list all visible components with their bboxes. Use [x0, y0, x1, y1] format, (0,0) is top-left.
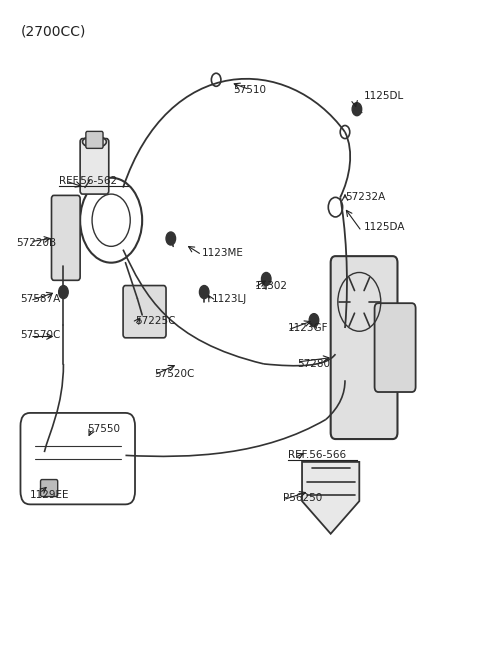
Text: 1123LJ: 1123LJ — [211, 294, 247, 304]
Circle shape — [43, 480, 55, 496]
Text: 57587A: 57587A — [21, 294, 61, 304]
Text: 57550: 57550 — [87, 424, 120, 434]
Text: 57220B: 57220B — [16, 238, 56, 248]
Text: (2700CC): (2700CC) — [21, 24, 86, 38]
Text: 57280: 57280 — [297, 359, 330, 369]
FancyBboxPatch shape — [374, 303, 416, 392]
Text: 1123ME: 1123ME — [202, 248, 244, 258]
Circle shape — [59, 285, 68, 298]
Text: 57520C: 57520C — [154, 369, 194, 379]
FancyBboxPatch shape — [80, 138, 109, 194]
Text: 57570C: 57570C — [21, 329, 61, 340]
Text: 57225C: 57225C — [135, 316, 176, 327]
Text: 1125DA: 1125DA — [364, 222, 406, 232]
FancyBboxPatch shape — [331, 256, 397, 439]
Circle shape — [352, 102, 362, 115]
Text: 57232A: 57232A — [345, 192, 385, 202]
Circle shape — [262, 272, 271, 285]
Text: 1129EE: 1129EE — [30, 489, 70, 500]
Circle shape — [309, 314, 319, 327]
Circle shape — [166, 232, 176, 245]
Text: REF.56-566: REF.56-566 — [288, 451, 346, 461]
FancyBboxPatch shape — [123, 285, 166, 338]
Text: REF.56-562: REF.56-562 — [59, 176, 117, 186]
Text: P56250: P56250 — [283, 493, 322, 503]
Text: 1123GF: 1123GF — [288, 323, 328, 333]
Polygon shape — [302, 462, 360, 534]
Text: 11302: 11302 — [254, 281, 288, 291]
Text: 57510: 57510 — [233, 85, 266, 94]
FancyBboxPatch shape — [86, 131, 103, 148]
FancyBboxPatch shape — [40, 480, 58, 497]
FancyBboxPatch shape — [51, 195, 80, 280]
Circle shape — [199, 285, 209, 298]
Text: 1125DL: 1125DL — [364, 91, 404, 101]
